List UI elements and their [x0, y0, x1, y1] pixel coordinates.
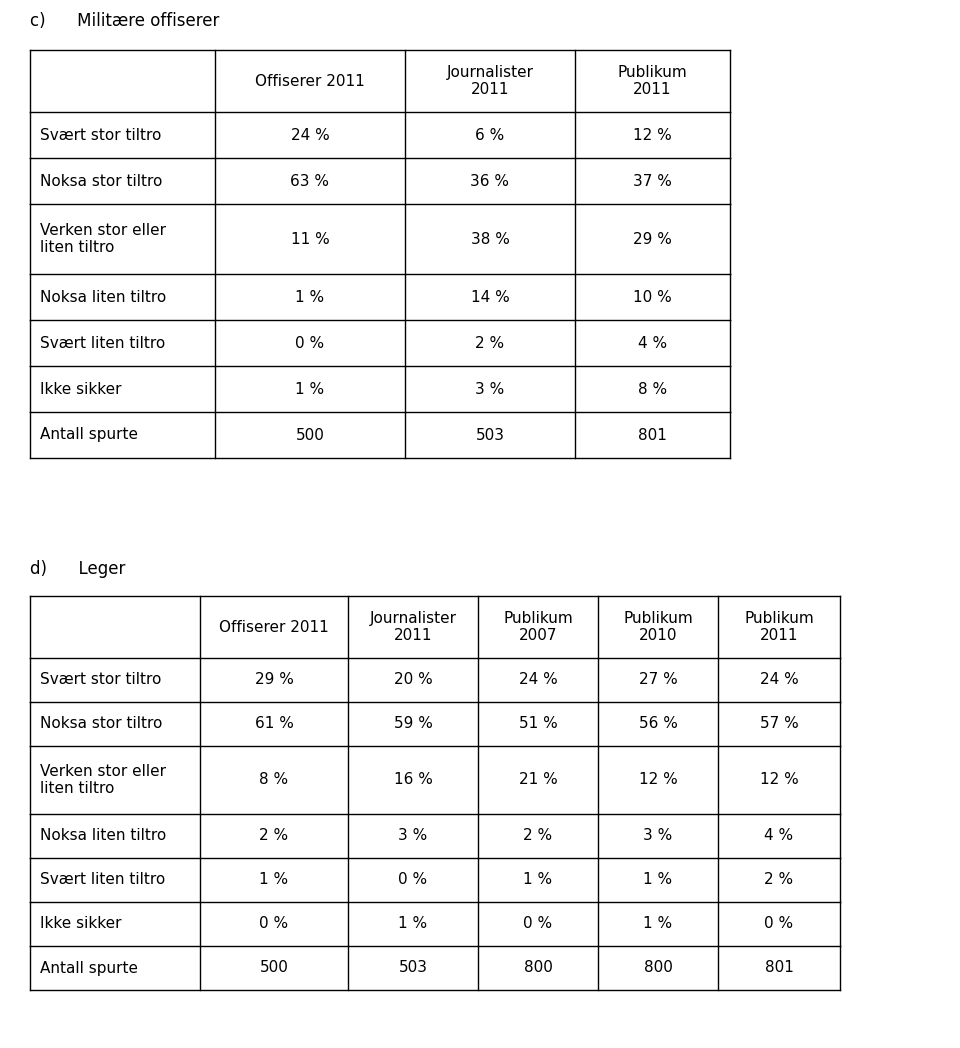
Text: Ikke sikker: Ikke sikker — [40, 381, 122, 396]
Text: 1 %: 1 % — [296, 381, 324, 396]
Text: 3 %: 3 % — [475, 381, 505, 396]
Text: 1 %: 1 % — [643, 873, 673, 888]
Text: Noksa liten tiltro: Noksa liten tiltro — [40, 289, 166, 305]
Text: 801: 801 — [764, 961, 793, 976]
Text: Svært liten tiltro: Svært liten tiltro — [40, 873, 165, 888]
Text: Offiserer 2011: Offiserer 2011 — [255, 73, 365, 88]
Text: Ikke sikker: Ikke sikker — [40, 917, 122, 932]
Text: 24 %: 24 % — [759, 673, 799, 687]
Text: 16 %: 16 % — [394, 772, 432, 787]
Text: 500: 500 — [296, 428, 324, 442]
Text: 3 %: 3 % — [398, 829, 427, 844]
Text: 801: 801 — [638, 428, 667, 442]
Text: 21 %: 21 % — [518, 772, 558, 787]
Text: Publikum
2010: Publikum 2010 — [623, 611, 693, 643]
Text: 4 %: 4 % — [638, 335, 667, 350]
Text: 503: 503 — [475, 428, 505, 442]
Text: 2 %: 2 % — [475, 335, 505, 350]
Text: 59 %: 59 % — [394, 717, 432, 732]
Text: Noksa stor tiltro: Noksa stor tiltro — [40, 174, 162, 189]
Text: Noksa stor tiltro: Noksa stor tiltro — [40, 717, 162, 732]
Text: 1 %: 1 % — [643, 917, 673, 932]
Text: Svært stor tiltro: Svært stor tiltro — [40, 128, 161, 143]
Text: 14 %: 14 % — [470, 289, 510, 305]
Text: 12 %: 12 % — [634, 128, 672, 143]
Text: 1 %: 1 % — [523, 873, 553, 888]
Text: 0 %: 0 % — [296, 335, 324, 350]
Text: c)      Militære offiserer: c) Militære offiserer — [30, 12, 220, 30]
Text: Antall spurte: Antall spurte — [40, 961, 138, 976]
Text: 61 %: 61 % — [254, 717, 294, 732]
Text: Antall spurte: Antall spurte — [40, 428, 138, 442]
Text: Verken stor eller
liten tiltro: Verken stor eller liten tiltro — [40, 223, 166, 256]
Text: 800: 800 — [643, 961, 672, 976]
Text: 1 %: 1 % — [296, 289, 324, 305]
Text: 0 %: 0 % — [523, 917, 553, 932]
Text: 24 %: 24 % — [291, 128, 329, 143]
Text: 1 %: 1 % — [259, 873, 289, 888]
Text: 12 %: 12 % — [759, 772, 799, 787]
Text: 24 %: 24 % — [518, 673, 558, 687]
Text: 6 %: 6 % — [475, 128, 505, 143]
Text: Verken stor eller
liten tiltro: Verken stor eller liten tiltro — [40, 764, 166, 796]
Text: Svært stor tiltro: Svært stor tiltro — [40, 673, 161, 687]
Text: 56 %: 56 % — [638, 717, 678, 732]
Text: 0 %: 0 % — [764, 917, 794, 932]
Text: 57 %: 57 % — [759, 717, 799, 732]
Text: Journalister
2011: Journalister 2011 — [370, 611, 457, 643]
Text: 2 %: 2 % — [259, 829, 289, 844]
Text: 8 %: 8 % — [638, 381, 667, 396]
Text: Svært liten tiltro: Svært liten tiltro — [40, 335, 165, 350]
Text: 38 %: 38 % — [470, 232, 510, 246]
Text: 800: 800 — [523, 961, 552, 976]
Text: 2 %: 2 % — [523, 829, 553, 844]
Text: 29 %: 29 % — [254, 673, 294, 687]
Text: 51 %: 51 % — [518, 717, 558, 732]
Text: 1 %: 1 % — [398, 917, 427, 932]
Text: 0 %: 0 % — [398, 873, 427, 888]
Text: Publikum
2011: Publikum 2011 — [744, 611, 814, 643]
Text: 4 %: 4 % — [764, 829, 794, 844]
Text: 8 %: 8 % — [259, 772, 289, 787]
Text: Publikum
2011: Publikum 2011 — [617, 65, 687, 97]
Text: 11 %: 11 % — [291, 232, 329, 246]
Text: 36 %: 36 % — [470, 174, 510, 189]
Text: d)      Leger: d) Leger — [30, 560, 126, 578]
Text: Noksa liten tiltro: Noksa liten tiltro — [40, 829, 166, 844]
Text: Offiserer 2011: Offiserer 2011 — [219, 619, 329, 634]
Text: 0 %: 0 % — [259, 917, 289, 932]
Text: 27 %: 27 % — [638, 673, 678, 687]
Text: 3 %: 3 % — [643, 829, 673, 844]
Text: 20 %: 20 % — [394, 673, 432, 687]
Text: 12 %: 12 % — [638, 772, 678, 787]
Text: 503: 503 — [398, 961, 427, 976]
Text: 500: 500 — [259, 961, 288, 976]
Text: Publikum
2007: Publikum 2007 — [503, 611, 573, 643]
Text: Journalister
2011: Journalister 2011 — [446, 65, 534, 97]
Text: 10 %: 10 % — [634, 289, 672, 305]
Text: 37 %: 37 % — [633, 174, 672, 189]
Text: 29 %: 29 % — [633, 232, 672, 246]
Text: 63 %: 63 % — [291, 174, 329, 189]
Text: 2 %: 2 % — [764, 873, 794, 888]
